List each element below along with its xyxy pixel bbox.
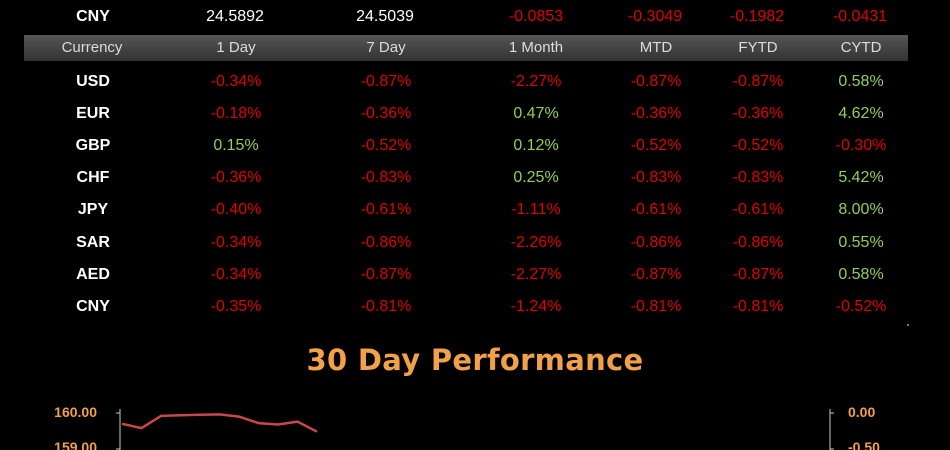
performance-line-chart: 160.00 159.00 0.00 -0.50: [54, 404, 880, 450]
row-currency: CNY: [76, 297, 110, 315]
divider-dot: [907, 324, 909, 326]
table-row: SAR -0.34% -0.86% -2.26% -0.86% -0.86% 0.55%: [24, 228, 908, 258]
series-line: [121, 413, 318, 433]
row-currency: JPY: [77, 201, 109, 219]
header-1-day: 1 Day: [216, 39, 256, 56]
row-value: -0.36%: [732, 105, 784, 123]
row-currency: USD: [76, 73, 110, 90]
row-value: 4.62%: [838, 105, 884, 123]
chart-title: 30 Day Performance: [306, 343, 644, 377]
row-value: -0.30%: [835, 137, 887, 155]
row-value: 0.15%: [213, 137, 259, 155]
y-right-tick-label: 0.00: [848, 404, 875, 420]
header-cytd: CYTD: [840, 39, 882, 56]
header-7-day: 7 Day: [366, 39, 406, 56]
row-value: 8.00%: [838, 201, 884, 219]
row-value: -0.87%: [630, 73, 682, 90]
row-currency: GBP: [75, 137, 111, 155]
header-fytd: FYTD: [738, 39, 778, 56]
row-value: 0.55%: [838, 233, 884, 251]
row-value: -0.81%: [360, 297, 412, 315]
row-currency: EUR: [76, 105, 110, 123]
row-value: -0.86%: [630, 233, 682, 251]
row-value: -2.27%: [510, 73, 562, 90]
row-value: -1.24%: [510, 297, 562, 315]
y-left-tick-label: 160.00: [54, 404, 97, 420]
table-row: JPY -0.40% -0.61% -1.11% -0.61% -0.61% 8.00%: [24, 195, 908, 225]
row-value: -0.61%: [630, 201, 682, 219]
row-value: -0.86%: [732, 233, 784, 251]
top-currency-label: CNY: [76, 8, 110, 25]
row-value: -2.27%: [510, 265, 562, 283]
row-value: -0.83%: [360, 169, 412, 187]
row-value: -0.52%: [630, 137, 682, 155]
top-value-6: -0.0431: [832, 8, 888, 25]
row-value: -0.36%: [210, 169, 262, 187]
row-value: -0.87%: [360, 73, 412, 90]
row-value: -0.18%: [210, 105, 262, 123]
row-currency: SAR: [76, 233, 110, 251]
row-value: -0.86%: [360, 233, 412, 251]
top-summary-row: CNY 24.5892 24.5039 -0.0853 -0.3049 -0.1…: [24, 2, 908, 32]
table-row: EUR -0.18% -0.36% 0.47% -0.36% -0.36% 4.62%: [24, 99, 908, 129]
row-value: 5.42%: [838, 169, 884, 187]
header-1-month: 1 Month: [508, 39, 564, 56]
top-value-3: -0.0853: [508, 8, 564, 25]
row-value: -0.87%: [732, 265, 784, 283]
row-value: -0.87%: [630, 265, 682, 283]
row-value: -0.36%: [360, 105, 412, 123]
row-value: -0.34%: [210, 233, 262, 251]
top-value-5: -0.1982: [729, 8, 785, 25]
row-value: 0.58%: [838, 265, 884, 283]
row-value: 0.25%: [513, 169, 559, 187]
row-value: -0.36%: [630, 105, 682, 123]
header-mtd: MTD: [639, 39, 673, 56]
top-value-2: 24.5039: [356, 8, 414, 25]
y-left-tick-label: 159.00: [54, 439, 97, 450]
row-value: -0.34%: [210, 265, 262, 283]
row-value: -0.52%: [360, 137, 412, 155]
table-header-row: Currency 1 Day 7 Day 1 Month MTD FYTD CY…: [24, 35, 908, 61]
row-value: -2.26%: [510, 233, 562, 251]
row-value: -0.61%: [360, 201, 412, 219]
row-value: -0.34%: [210, 73, 262, 90]
row-value: -0.87%: [360, 265, 412, 283]
row-value: 0.12%: [513, 137, 559, 155]
row-currency: CHF: [76, 169, 110, 187]
table-row: GBP 0.15% -0.52% 0.12% -0.52% -0.52% -0.30%: [24, 131, 908, 161]
row-value: -0.81%: [732, 297, 784, 315]
row-value: -0.61%: [732, 201, 784, 219]
table-row: AED -0.34% -0.87% -2.27% -0.87% -0.87% 0.58%: [24, 260, 908, 290]
top-value-4: -0.3049: [627, 8, 683, 25]
row-value: 0.58%: [838, 73, 884, 90]
row-value: -0.83%: [630, 169, 682, 187]
row-value: -0.87%: [732, 73, 784, 90]
row-currency: AED: [76, 265, 110, 283]
row-value: -0.35%: [210, 297, 262, 315]
row-value: -0.52%: [732, 137, 784, 155]
row-value: -1.11%: [511, 201, 561, 219]
row-value: -0.81%: [630, 297, 682, 315]
table-row: CHF -0.36% -0.83% 0.25% -0.83% -0.83% 5.42%: [24, 163, 908, 193]
top-value-1: 24.5892: [206, 8, 264, 25]
header-currency: Currency: [61, 39, 123, 56]
row-value: -0.83%: [732, 169, 784, 187]
row-value: 0.47%: [513, 105, 559, 123]
y-right-tick-label: -0.50: [848, 439, 880, 450]
table-row: USD -0.34% -0.87% -2.27% -0.87% -0.87% 0.58%: [24, 67, 908, 97]
row-value: -0.40%: [210, 201, 262, 219]
row-value: -0.52%: [835, 297, 887, 315]
table-row: CNY -0.35% -0.81% -1.24% -0.81% -0.81% -0.52%: [24, 292, 908, 322]
